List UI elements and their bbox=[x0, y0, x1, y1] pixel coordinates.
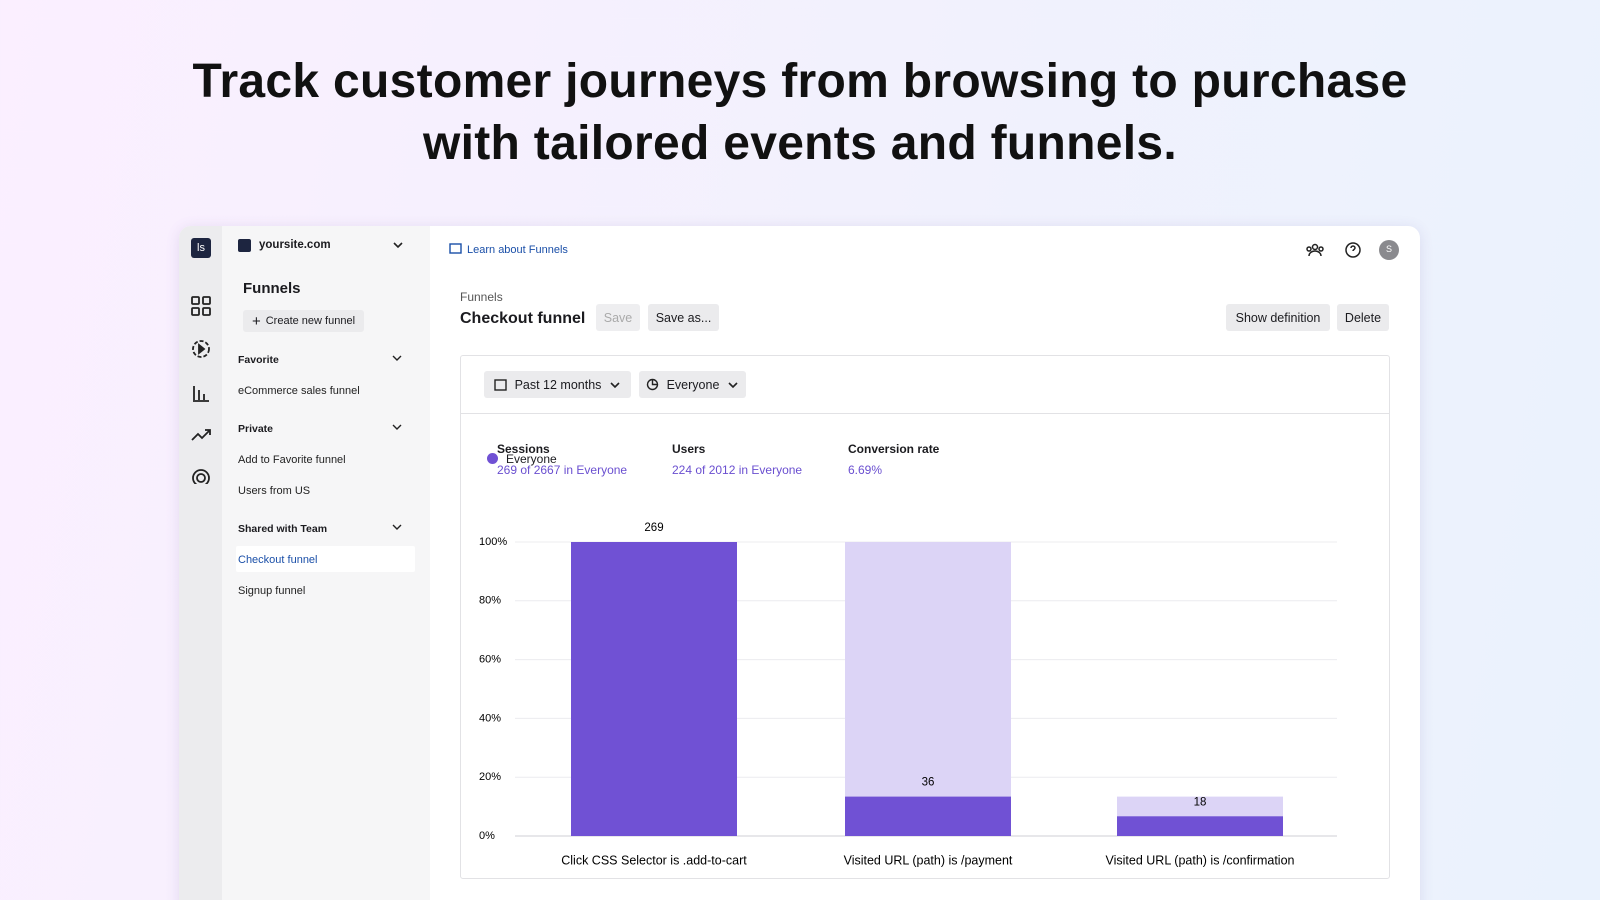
segment-filter[interactable]: Everyone bbox=[639, 371, 746, 398]
stat-label: Sessions bbox=[497, 442, 550, 456]
show-definition-button[interactable]: Show definition bbox=[1226, 304, 1330, 331]
x-tick-label: Visited URL (path) is /confirmation bbox=[1106, 853, 1295, 867]
bar-count-label: 18 bbox=[1194, 796, 1207, 808]
create-button[interactable]: + Create new funnel bbox=[243, 310, 364, 332]
headline: Track customer journeys from browsing to… bbox=[192, 55, 1408, 108]
save-button[interactable]: Save bbox=[596, 304, 640, 331]
calendar-icon bbox=[493, 379, 507, 391]
app-window: ls yoursite.com Funnels + Create new funn… bbox=[179, 226, 1420, 900]
delete-button[interactable]: Delete bbox=[1337, 304, 1389, 331]
x-tick-label: Visited URL (path) is /payment bbox=[844, 853, 1013, 867]
rail-icons[interactable] bbox=[189, 294, 213, 484]
legend-label: Everyone bbox=[506, 452, 557, 466]
bar-count-label: 36 bbox=[922, 777, 935, 789]
plus: + bbox=[251, 312, 261, 330]
learn-text: Learn about Funnels bbox=[467, 244, 568, 256]
chevron[interactable] bbox=[392, 354, 402, 364]
sidebar: yoursite.com Funnels + Create new funnel … bbox=[222, 226, 430, 900]
breadcrumb[interactable]: Funnels bbox=[460, 290, 503, 304]
site-name[interactable]: yoursite.com bbox=[259, 239, 331, 251]
stat-label: Conversion rate bbox=[848, 442, 940, 456]
chevron[interactable] bbox=[392, 423, 402, 433]
bar bbox=[571, 542, 737, 836]
legend-dot bbox=[487, 453, 498, 464]
learn-link[interactable]: Learn about Funnels bbox=[449, 242, 568, 256]
logo: ls bbox=[191, 238, 211, 258]
bar bbox=[845, 542, 1011, 836]
create-label: Create new funnel bbox=[265, 315, 356, 327]
group-title: Shared with Team bbox=[238, 523, 328, 535]
divider bbox=[461, 413, 1389, 414]
headline: with tailored events and funnels. bbox=[422, 117, 1178, 170]
y-tick-label: 0% bbox=[479, 830, 495, 842]
nav-item[interactable]: Add to Favorite funnel bbox=[238, 454, 346, 466]
nav-item[interactable]: eCommerce sales funnel bbox=[238, 385, 360, 397]
date-filter[interactable]: Past 12 months bbox=[484, 371, 631, 398]
segment-label: Everyone bbox=[666, 377, 720, 392]
stat-value: 224 of 2012 in Everyone bbox=[672, 463, 803, 477]
active-item-bg bbox=[236, 546, 415, 572]
save-as-button[interactable]: Save as... bbox=[648, 304, 719, 331]
bar-count-label: 269 bbox=[644, 522, 663, 534]
y-tick-label: 60% bbox=[479, 654, 501, 666]
y-tick-label: 80% bbox=[479, 595, 501, 607]
pie-icon bbox=[646, 378, 658, 391]
chart-card: Past 12 months Everyone Everyone Sessions… bbox=[460, 355, 1390, 879]
nav-item[interactable]: Users from US bbox=[238, 485, 311, 497]
x-tick-label: Click CSS Selector is .add-to-cart bbox=[561, 853, 747, 867]
avatar[interactable]: S bbox=[1385, 244, 1392, 254]
nav-item[interactable]: Signup funnel bbox=[238, 585, 306, 597]
stat-label: Users bbox=[672, 442, 706, 456]
site-icon bbox=[238, 239, 251, 252]
nav-item[interactable]: Checkout funnel bbox=[238, 554, 318, 566]
funnel-title: Checkout funnel bbox=[460, 310, 586, 327]
book-icon bbox=[449, 243, 462, 254]
y-tick-label: 40% bbox=[479, 712, 501, 724]
chevron bbox=[393, 242, 403, 249]
chevron bbox=[610, 381, 620, 388]
icon-rail: ls bbox=[179, 226, 222, 900]
chevron bbox=[728, 381, 738, 388]
group-title: Favorite bbox=[238, 354, 279, 366]
group-title: Private bbox=[238, 423, 274, 435]
bar bbox=[1117, 816, 1283, 836]
bar bbox=[845, 796, 1011, 836]
y-tick-label: 100% bbox=[479, 536, 507, 548]
top-icons[interactable] bbox=[1305, 240, 1405, 262]
chevron[interactable] bbox=[392, 523, 402, 533]
date-label: Past 12 months bbox=[514, 377, 602, 392]
stat-value: 6.69% bbox=[848, 463, 883, 477]
section-title: Funnels bbox=[243, 280, 301, 297]
stat-value: 269 of 2667 in Everyone bbox=[497, 463, 628, 477]
y-tick-label: 20% bbox=[479, 771, 501, 783]
